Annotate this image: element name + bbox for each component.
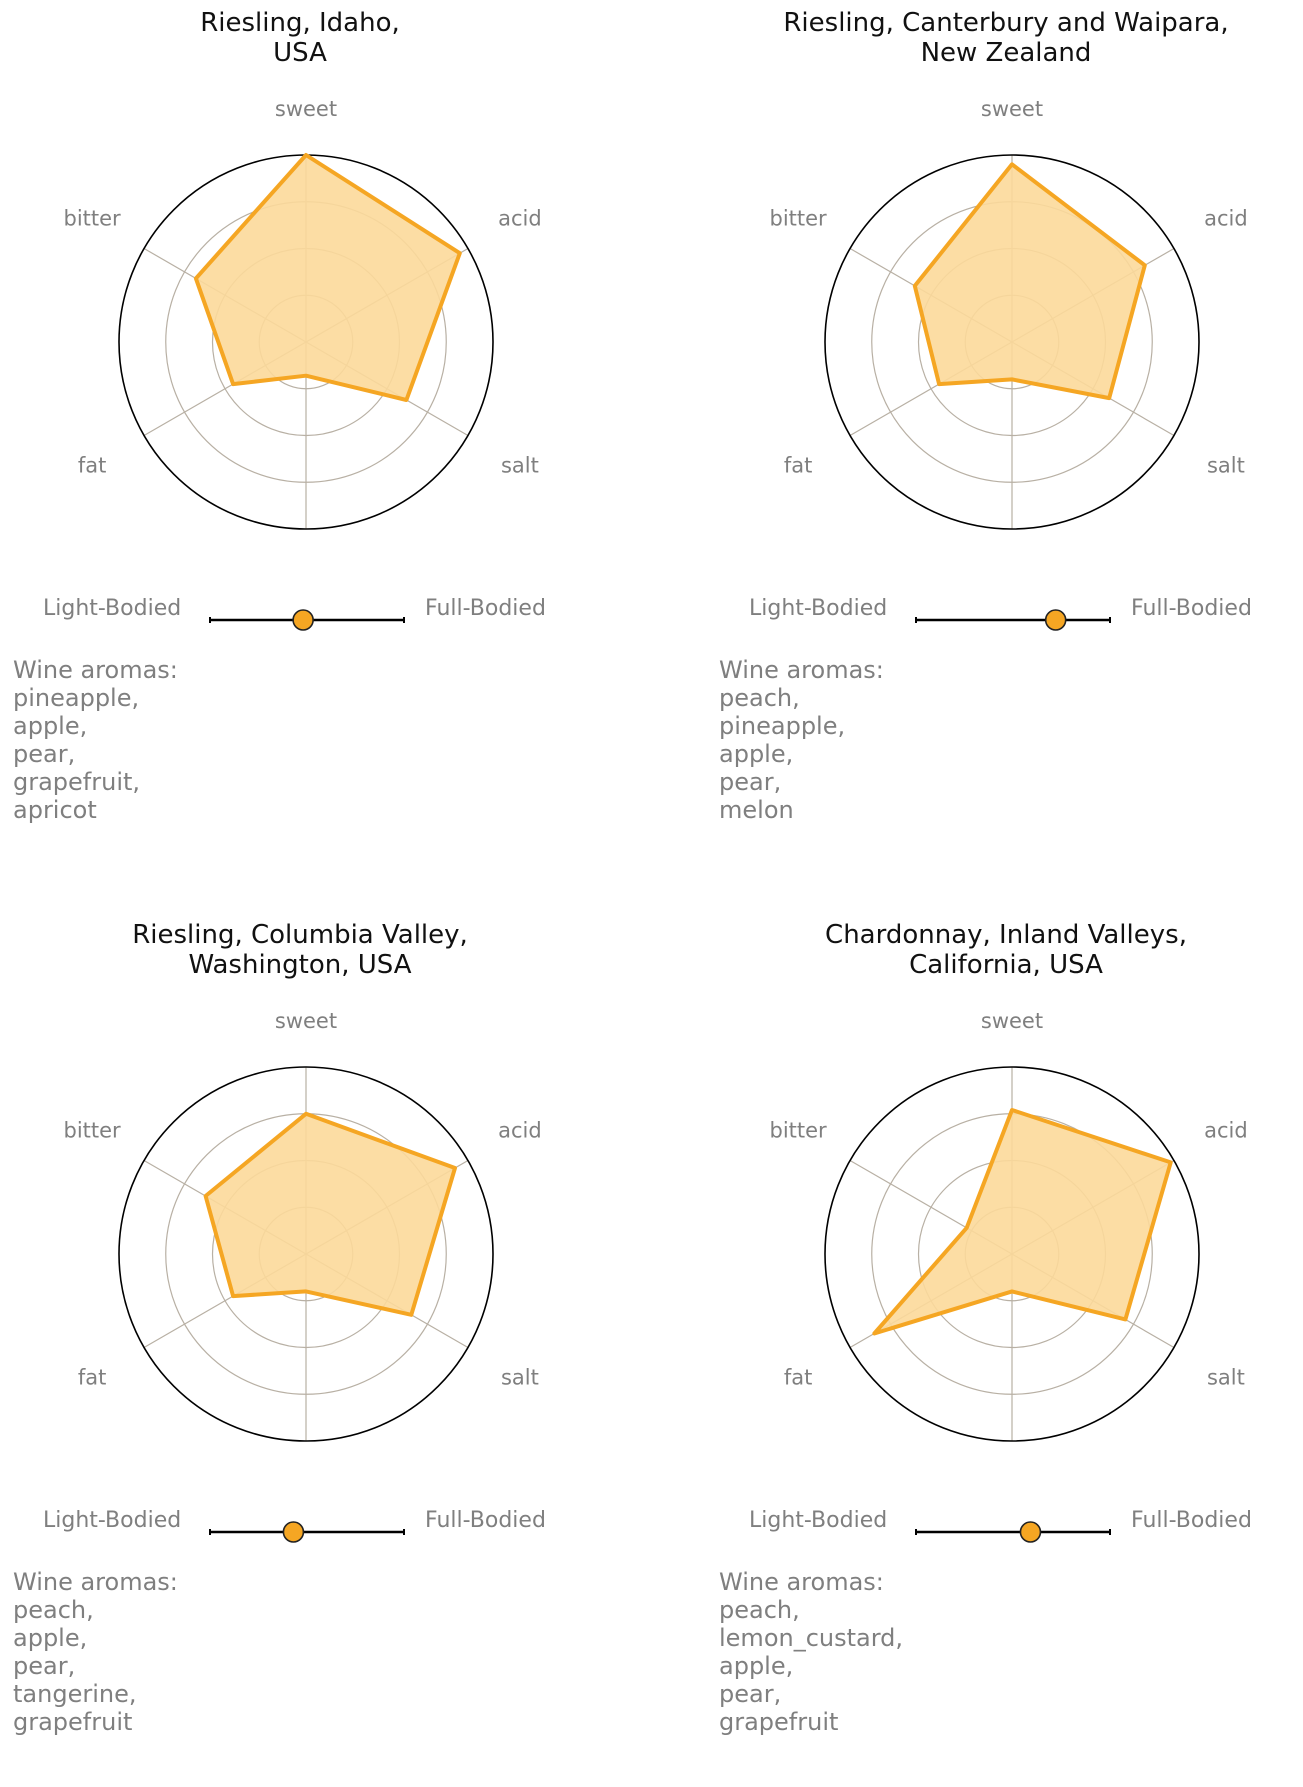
aromas-heading: Wine aromas:	[719, 1568, 903, 1596]
wine-panel-0: Riesling, Idaho, USA sweetacidsaltpiquan…	[0, 0, 651, 875]
full-bodied-label: Full-Bodied	[1131, 1508, 1252, 1534]
radar-chart: sweetacidsaltpiquantfatbitter	[706, 912, 1303, 1452]
aromas-list: Wine aromas: peach, pineapple, apple, pe…	[719, 656, 884, 824]
axis-label-salt: salt	[1207, 1366, 1245, 1390]
aroma-item: tangerine,	[13, 1680, 178, 1708]
aromas-list: Wine aromas: pineapple, apple, pear, gra…	[13, 656, 178, 824]
aroma-item: lemon_custard,	[719, 1624, 903, 1652]
axis-label-bitter: bitter	[63, 207, 121, 231]
axis-label-sweet: sweet	[981, 1009, 1043, 1033]
axis-label-sweet: sweet	[275, 97, 337, 121]
aroma-item: apple,	[13, 1624, 178, 1652]
light-bodied-label: Light-Bodied	[43, 596, 181, 622]
radar-chart: sweetacidsaltpiquantfatbitter	[0, 0, 651, 540]
aroma-item: melon	[719, 796, 884, 824]
body-scale	[198, 1512, 418, 1552]
body-scale-marker	[1046, 610, 1066, 630]
body-scale-marker	[1020, 1522, 1040, 1542]
axis-label-bitter: bitter	[769, 1119, 827, 1143]
axis-label-acid: acid	[1204, 207, 1248, 231]
body-scale-marker	[293, 610, 313, 630]
data-polygon	[206, 1114, 455, 1315]
aroma-item: peach,	[13, 1596, 178, 1624]
data-polygon	[196, 155, 460, 400]
aroma-item: pear,	[13, 1652, 178, 1680]
axis-label-fat: fat	[784, 1366, 813, 1390]
aroma-item: pear,	[719, 1680, 903, 1708]
full-bodied-label: Full-Bodied	[1131, 596, 1252, 622]
aroma-item: apple,	[13, 712, 178, 740]
axis-label-bitter: bitter	[63, 1119, 121, 1143]
axis-label-acid: acid	[498, 1119, 542, 1143]
aroma-item: grapefruit,	[13, 768, 178, 796]
body-scale	[904, 1512, 1124, 1552]
aromas-heading: Wine aromas:	[13, 1568, 178, 1596]
axis-label-sweet: sweet	[275, 1009, 337, 1033]
body-scale	[198, 600, 418, 640]
aroma-item: grapefruit	[13, 1708, 178, 1736]
wine-panel-1: Riesling, Canterbury and Waipara, New Ze…	[706, 0, 1303, 875]
aromas-list: Wine aromas: peach, lemon_custard, apple…	[719, 1568, 903, 1736]
data-polygon	[915, 164, 1145, 398]
axis-label-acid: acid	[1204, 1119, 1248, 1143]
axis-label-salt: salt	[501, 1366, 539, 1390]
light-bodied-label: Light-Bodied	[749, 596, 887, 622]
aromas-heading: Wine aromas:	[13, 656, 178, 684]
radar-chart: sweetacidsaltpiquantfatbitter	[0, 912, 651, 1452]
aroma-item: pineapple,	[719, 712, 884, 740]
aroma-item: pear,	[13, 740, 178, 768]
aromas-heading: Wine aromas:	[719, 656, 884, 684]
axis-label-salt: salt	[1207, 454, 1245, 478]
wine-panel-2: Riesling, Columbia Valley, Washington, U…	[0, 912, 651, 1787]
aroma-item: pear,	[719, 768, 884, 796]
axis-label-fat: fat	[78, 454, 107, 478]
axis-label-acid: acid	[498, 207, 542, 231]
aroma-item: apricot	[13, 796, 178, 824]
aroma-item: peach,	[719, 684, 884, 712]
light-bodied-label: Light-Bodied	[749, 1508, 887, 1534]
aroma-item: grapefruit	[719, 1708, 903, 1736]
axis-label-sweet: sweet	[981, 97, 1043, 121]
body-scale-marker	[283, 1522, 303, 1542]
aroma-item: peach,	[719, 1596, 903, 1624]
aromas-list: Wine aromas: peach, apple, pear, tangeri…	[13, 1568, 178, 1736]
axis-label-salt: salt	[501, 454, 539, 478]
axis-label-fat: fat	[784, 454, 813, 478]
aroma-item: pineapple,	[13, 684, 178, 712]
light-bodied-label: Light-Bodied	[43, 1508, 181, 1534]
aroma-item: apple,	[719, 740, 884, 768]
axis-label-bitter: bitter	[769, 207, 827, 231]
full-bodied-label: Full-Bodied	[425, 596, 546, 622]
radar-chart: sweetacidsaltpiquantfatbitter	[706, 0, 1303, 540]
wine-panel-3: Chardonnay, Inland Valleys, California, …	[706, 912, 1303, 1787]
aroma-item: apple,	[719, 1652, 903, 1680]
full-bodied-label: Full-Bodied	[425, 1508, 546, 1534]
body-scale	[904, 600, 1124, 640]
axis-label-fat: fat	[78, 1366, 107, 1390]
